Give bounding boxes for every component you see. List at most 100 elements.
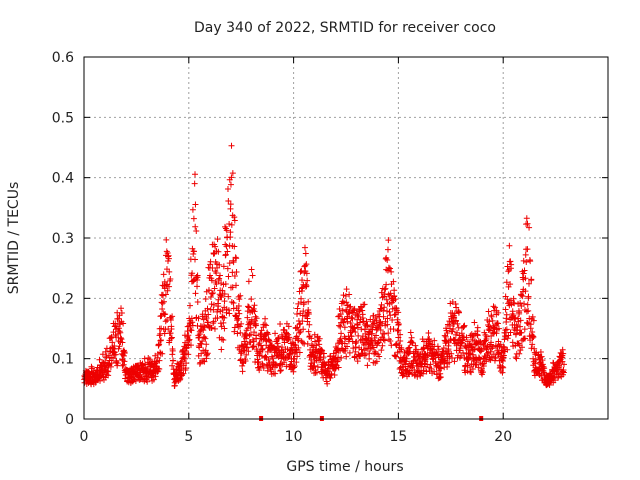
- srmtid-point: [483, 333, 490, 340]
- srmtid-point: [225, 293, 232, 300]
- srmtid-point: [408, 334, 415, 341]
- srmtid-point: [347, 303, 354, 310]
- srmtid-point: [233, 282, 240, 289]
- srmtid-point: [460, 349, 467, 356]
- srmtid-point: [455, 309, 462, 316]
- srmtid-point: [118, 336, 125, 343]
- srmtid-point: [358, 326, 365, 333]
- srmtid-point: [295, 337, 302, 344]
- srmtid-point: [380, 336, 387, 343]
- srmtid-point: [522, 335, 529, 342]
- srmtid-point: [236, 323, 243, 330]
- srmtid-point: [231, 214, 238, 221]
- srmtid-point: [465, 354, 472, 361]
- srmtid-point: [525, 295, 532, 302]
- srmtid-point: [277, 320, 284, 327]
- srmtid-point: [303, 261, 310, 268]
- srmtid-point: [529, 313, 536, 320]
- srmtid-point: [208, 325, 215, 332]
- srmtid-point: [296, 329, 303, 336]
- srmtid-point: [179, 371, 186, 378]
- srmtid-point: [354, 324, 361, 331]
- srmtid-point: [237, 329, 244, 336]
- srmtid-point: [210, 251, 217, 258]
- srmtid-point: [168, 335, 175, 342]
- srmtid-point: [313, 342, 320, 349]
- srmtid-point: [354, 358, 361, 365]
- srmtid-point: [222, 280, 229, 287]
- srmtid-point: [387, 290, 394, 297]
- srmtid-point: [191, 248, 198, 255]
- srmtid-point: [299, 277, 306, 284]
- srmtid-point: [115, 315, 122, 322]
- srmtid-point: [245, 278, 252, 285]
- srmtid-point: [205, 319, 212, 326]
- srmtid-point: [495, 309, 502, 316]
- srmtid-point: [518, 329, 525, 336]
- srmtid-point: [527, 258, 534, 265]
- srmtid-point: [426, 335, 433, 342]
- srmtid-point: [237, 292, 244, 299]
- srmtid-point: [461, 322, 468, 329]
- srmtid-point: [499, 363, 506, 370]
- srmtid-point: [246, 304, 253, 311]
- srmtid-point: [201, 358, 208, 365]
- srmtid-point: [203, 315, 210, 322]
- srmtid-point: [471, 319, 478, 326]
- srmtid-point: [412, 356, 419, 363]
- srmtid-point: [190, 215, 197, 222]
- srmtid-point: [405, 363, 412, 370]
- srmtid-point: [283, 330, 290, 337]
- srmtid-point: [376, 353, 383, 360]
- srmtid-point: [257, 330, 264, 337]
- srmtid-point: [263, 322, 270, 329]
- srmtid-point: [299, 318, 306, 325]
- srmtid-point: [305, 311, 312, 318]
- srmtid-point: [425, 330, 432, 337]
- srmtid-point: [341, 340, 348, 347]
- srmtid-point: [334, 346, 341, 353]
- srmtid-point: [165, 255, 172, 262]
- srmtid-point: [391, 293, 398, 300]
- srmtid-point: [301, 244, 308, 251]
- srmtid-point: [560, 369, 567, 376]
- srmtid-point: [434, 343, 441, 350]
- srmtid-point: [386, 308, 393, 315]
- srmtid-point: [119, 339, 126, 346]
- srmtid-point: [249, 272, 256, 279]
- srmtid-point: [357, 337, 364, 344]
- srmtid-point: [177, 359, 184, 366]
- srmtid-point: [363, 318, 370, 325]
- srmtid-point: [262, 353, 269, 360]
- srmtid-point: [516, 350, 523, 357]
- srmtid-point: [258, 327, 265, 334]
- srmtid-point: [381, 337, 388, 344]
- srmtid-point: [207, 294, 214, 301]
- srmtid-point: [524, 246, 531, 253]
- srmtid-point: [247, 324, 254, 331]
- srmtid-point: [454, 320, 461, 327]
- srmtid-point: [383, 308, 390, 315]
- srmtid-point: [260, 365, 267, 372]
- srmtid-point: [488, 313, 495, 320]
- srmtid-point: [437, 374, 444, 381]
- srmtid-point: [251, 329, 258, 336]
- srmtid-point: [200, 323, 207, 330]
- srmtid-point: [294, 353, 301, 360]
- srmtid-point: [359, 315, 366, 322]
- srmtid-point: [560, 350, 567, 357]
- srmtid-point: [114, 360, 121, 367]
- srmtid-point: [445, 346, 452, 353]
- srmtid-point: [204, 350, 211, 357]
- srmtid-point: [527, 321, 534, 328]
- srmtid-point: [299, 284, 306, 291]
- srmtid-point: [292, 342, 299, 349]
- srmtid-point: [393, 340, 400, 347]
- srmtid-point: [393, 353, 400, 360]
- srmtid-point: [120, 352, 127, 359]
- srmtid-point: [546, 381, 553, 388]
- srmtid-point: [235, 315, 242, 322]
- srmtid-point: [501, 344, 508, 351]
- srmtid-point: [213, 270, 220, 277]
- srmtid-point: [500, 352, 507, 359]
